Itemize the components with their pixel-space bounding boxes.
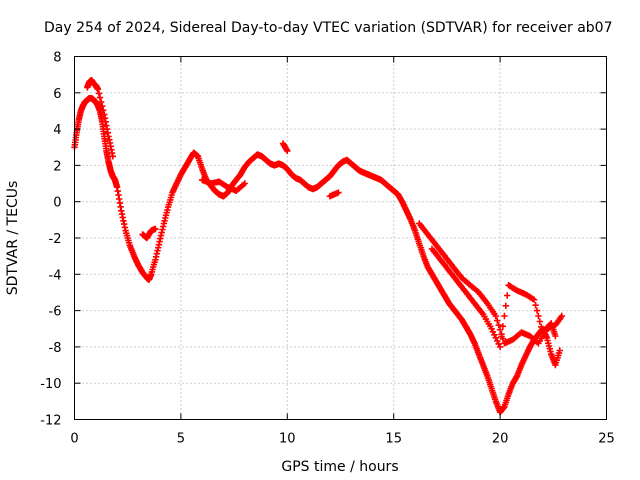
axis-ticks: 0 5 10 15 20 25 -12 -10 -8 -6 -4 -2 0 2 4 6 8 <box>40 51 615 447</box>
data-point <box>498 333 505 340</box>
data-point <box>530 296 538 303</box>
data-point <box>556 347 563 354</box>
data-point <box>100 107 107 114</box>
y-tick-label: 8 <box>53 51 61 66</box>
data-point <box>502 302 509 309</box>
data-point <box>94 86 102 93</box>
y-tick-label: 4 <box>53 123 61 138</box>
y-tick-label: -8 <box>49 341 62 356</box>
data-point <box>558 312 565 320</box>
data-point <box>99 102 106 110</box>
x-tick-label: 0 <box>70 432 78 447</box>
data-point <box>552 332 559 340</box>
data-point <box>499 323 507 330</box>
data-point <box>501 312 508 320</box>
y-tick-label: -10 <box>40 377 61 392</box>
data-point <box>152 225 159 233</box>
x-tick-label: 15 <box>385 432 402 447</box>
x-axis-label: GPS time / hours <box>281 459 398 475</box>
data-point <box>538 323 545 331</box>
data-point <box>535 312 542 320</box>
y-tick-label: -12 <box>40 414 61 429</box>
data-point <box>284 147 291 155</box>
data-point <box>536 318 543 325</box>
y-tick-label: -2 <box>49 232 62 247</box>
y-tick-label: 0 <box>53 196 61 211</box>
data-point <box>109 153 116 160</box>
data-point <box>96 94 104 101</box>
data-point <box>532 302 539 309</box>
data-point <box>335 189 342 196</box>
y-axis-label: SDTVAR / TECUs <box>5 181 21 296</box>
data-point <box>504 292 511 299</box>
y-tick-label: 6 <box>53 87 61 102</box>
x-tick-label: 20 <box>492 432 509 447</box>
y-tick-label: -4 <box>49 268 62 283</box>
data-point <box>496 343 504 351</box>
data-point <box>495 321 502 329</box>
data-point <box>241 180 248 187</box>
data-point <box>492 312 499 320</box>
data-point <box>533 307 541 314</box>
x-tick-label: 25 <box>598 432 615 447</box>
grid <box>74 56 607 420</box>
y-tick-label: -6 <box>49 305 62 320</box>
data-point <box>97 98 105 106</box>
chart-title: Day 254 of 2024, Sidereal Day-to-day VTE… <box>44 20 613 36</box>
x-tick-label: 10 <box>279 432 296 447</box>
data-points <box>71 76 565 416</box>
data-point <box>496 326 504 333</box>
data-point <box>494 317 501 324</box>
y-tick-label: 2 <box>53 159 61 174</box>
x-tick-label: 5 <box>177 432 185 447</box>
data-point <box>95 90 103 97</box>
